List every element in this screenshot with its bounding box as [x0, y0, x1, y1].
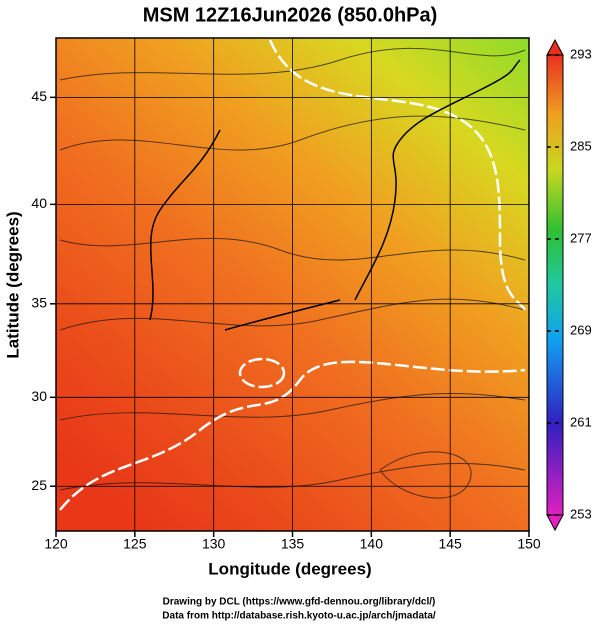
plot-frame [55, 37, 530, 532]
y-axis-label: Latitude (degrees) [3, 211, 22, 358]
colorbar-tick-label: 293 [570, 46, 592, 61]
x-tick-label: 140 [360, 536, 384, 552]
colorbar-tick-label: 261 [570, 414, 592, 429]
y-tick-label: 25 [31, 477, 47, 493]
colorbar-tick-label: 269 [570, 322, 592, 337]
x-tick-label: 125 [123, 536, 147, 552]
colorbar [546, 54, 564, 516]
contour [59, 39, 527, 511]
coastline [149, 59, 521, 331]
y-tick-label: 45 [31, 88, 47, 104]
y-tick-label: 30 [31, 388, 47, 404]
chart-title: MSM 12Z16Jun2026 (850.0hPa) [143, 4, 438, 26]
x-tick-label: 145 [438, 536, 462, 552]
footer-line: Drawing by DCL (https://www.gfd-dennou.o… [163, 597, 436, 608]
x-axis-label: Longitude (degrees) [208, 559, 371, 578]
streamlines [59, 47, 526, 499]
x-tick-label: 120 [44, 536, 68, 552]
colorbar-tick-label: 277 [570, 230, 592, 245]
colorbar-max-arrow [546, 38, 564, 56]
x-tick-label: 150 [517, 536, 541, 552]
footer-line: Data from http://database.rish.kyoto-u.a… [162, 611, 436, 622]
x-tick-label: 130 [202, 536, 226, 552]
colorbar-tick-label: 285 [570, 138, 592, 153]
colorbar-min-arrow [546, 514, 564, 532]
y-tick-label: 35 [31, 294, 47, 310]
colorbar-tick-label: 253 [570, 506, 592, 521]
y-tick-label: 40 [31, 195, 47, 211]
x-tick-label: 135 [281, 536, 305, 552]
